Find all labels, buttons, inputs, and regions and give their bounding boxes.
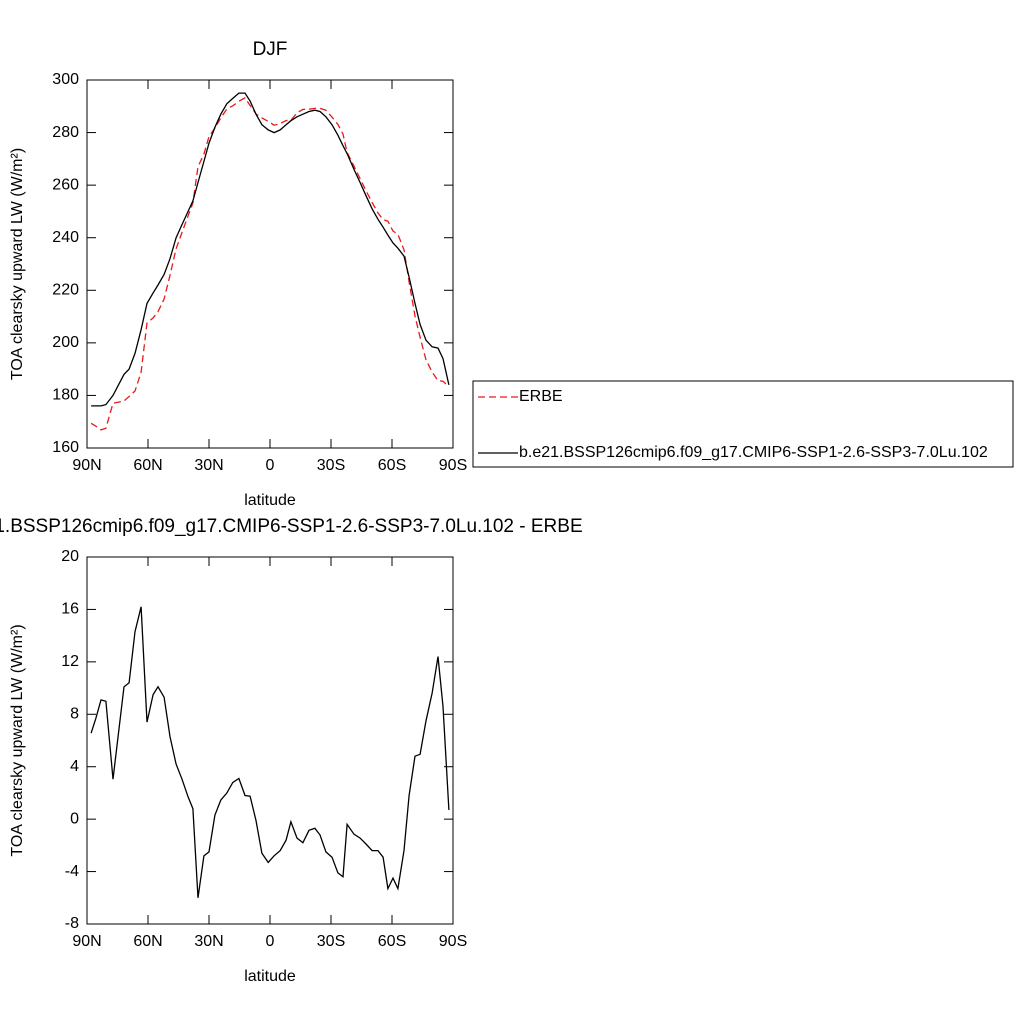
- y-tick-label: 20: [61, 548, 79, 565]
- x-tick-label: 60N: [133, 933, 162, 950]
- x-tick-label: 60S: [378, 457, 406, 474]
- data-line: [91, 92, 450, 407]
- data-line: [90, 97, 450, 431]
- legend-box: [472, 380, 1014, 468]
- x-tick-label: 30N: [194, 933, 223, 950]
- y-tick-label: -4: [65, 863, 79, 880]
- panel: b.e21.BSSP126cmip6.f09_g17.CMIP6-SSP1-2.…: [0, 516, 583, 985]
- y-axis-label: TOA clearsky upward LW (W/m²): [9, 624, 26, 856]
- y-tick-label: -8: [65, 915, 79, 932]
- legend-label: b.e21.BSSP126cmip6.f09_g17.CMIP6-SSP1-2.…: [519, 444, 988, 461]
- y-tick-label: 12: [61, 653, 79, 670]
- chart-title: b.e21.BSSP126cmip6.f09_g17.CMIP6-SSP1-2.…: [0, 516, 583, 537]
- legend-label: ERBE: [519, 388, 563, 405]
- x-tick-label: 0: [266, 457, 275, 474]
- y-tick-label: 200: [52, 334, 79, 351]
- x-tick-label: 30S: [317, 933, 345, 950]
- y-tick-label: 4: [70, 758, 79, 775]
- y-tick-label: 220: [52, 282, 79, 299]
- x-tick-label: 60N: [133, 457, 162, 474]
- x-axis-label: latitude: [244, 968, 296, 985]
- y-tick-label: 0: [70, 810, 79, 827]
- x-tick-label: 90S: [439, 933, 467, 950]
- x-axis-label: latitude: [244, 492, 296, 509]
- y-tick-label: 300: [52, 71, 79, 88]
- y-tick-label: 160: [52, 439, 79, 456]
- y-axis-label: TOA clearsky upward LW (W/m²): [9, 148, 26, 380]
- y-tick-label: 260: [52, 176, 79, 193]
- y-tick-label: 8: [70, 706, 79, 723]
- x-tick-label: 30N: [194, 457, 223, 474]
- x-tick-label: 90N: [72, 933, 101, 950]
- plot-frame: [86, 79, 454, 449]
- x-tick-label: 30S: [317, 457, 345, 474]
- x-tick-label: 90S: [439, 457, 467, 474]
- y-tick-label: 180: [52, 387, 79, 404]
- plot-frame: [86, 556, 454, 925]
- x-tick-label: 90N: [72, 457, 101, 474]
- y-tick-label: 280: [52, 124, 79, 141]
- chart-title: DJF: [253, 39, 288, 60]
- x-tick-label: 0: [266, 933, 275, 950]
- y-tick-label: 16: [61, 601, 79, 618]
- panel: DJF latitude TOA clearsky upward LW (W/m²)…: [9, 39, 1014, 509]
- data-line: [90, 606, 450, 898]
- x-tick-label: 60S: [378, 933, 406, 950]
- y-tick-label: 240: [52, 229, 79, 246]
